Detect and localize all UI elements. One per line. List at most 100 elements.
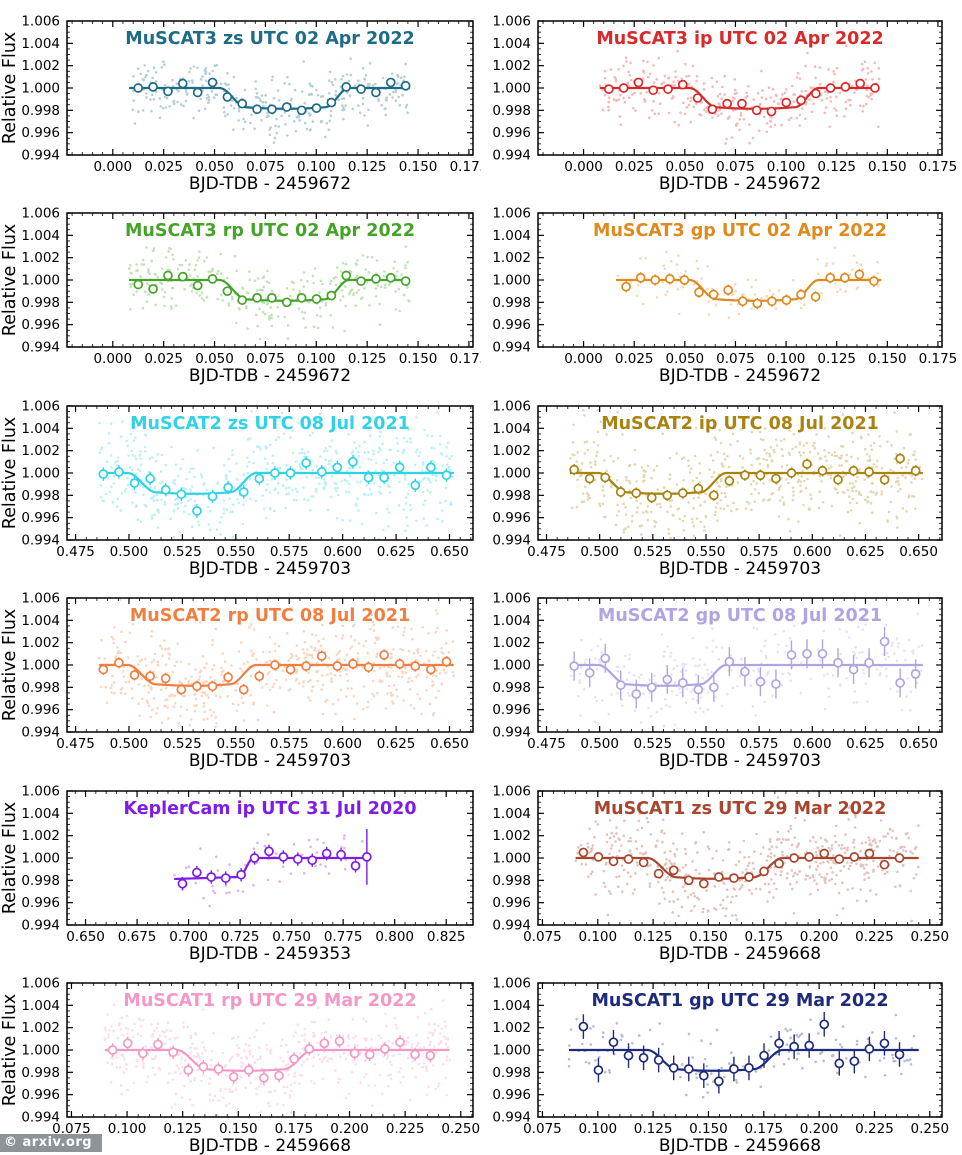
svg-text:0.996: 0.996 <box>21 895 60 911</box>
x-tick-labels: 0.000 0.025 0.050 0.075 0.100 0.125 0.150 0.175 <box>93 351 481 367</box>
svg-text:0.575: 0.575 <box>270 736 309 752</box>
svg-text:0.150: 0.150 <box>868 351 907 367</box>
binned-points <box>98 455 452 518</box>
svg-text:1.006: 1.006 <box>492 14 531 30</box>
svg-text:0.050: 0.050 <box>195 351 234 367</box>
binned-points <box>98 649 452 696</box>
panel-muscat3-zs: 0.994 0.996 0.998 1.000 1.002 1.004 1.006 0.000… <box>0 0 481 194</box>
panel-muscat3-gp: 0.994 0.996 0.998 1.000 1.002 1.004 1.006 0.000… <box>481 192 962 386</box>
svg-text:0.994: 0.994 <box>492 340 531 356</box>
svg-text:0.550: 0.550 <box>687 736 726 752</box>
svg-text:0.600: 0.600 <box>323 736 362 752</box>
svg-text:0.475: 0.475 <box>56 544 95 560</box>
light-curve-plot: 0.994 0.996 0.998 1.000 1.002 1.004 1.006 0.000… <box>492 14 957 194</box>
svg-text:0.600: 0.600 <box>793 736 832 752</box>
scatter-points <box>131 57 409 144</box>
transit-model-line <box>568 1048 919 1072</box>
panel-keplercam-ip: 0.994 0.996 0.998 1.000 1.002 1.004 1.006 0.650… <box>0 770 481 963</box>
svg-text:0.150: 0.150 <box>399 351 438 367</box>
svg-text:0.175: 0.175 <box>450 159 481 175</box>
panel-muscat1-rp: 0.994 0.996 0.998 1.000 1.002 1.004 1.006 0.075… <box>0 962 481 1155</box>
x-tick-labels: 0.000 0.025 0.050 0.075 0.100 0.125 0.150 0.175 <box>93 159 481 175</box>
svg-text:0.700: 0.700 <box>169 929 208 945</box>
svg-text:1.000: 1.000 <box>21 466 60 482</box>
svg-text:0.998: 0.998 <box>21 103 60 119</box>
panel-muscat3-rp: 0.994 0.996 0.998 1.000 1.002 1.004 1.006 0.000… <box>0 192 481 386</box>
svg-text:0.150: 0.150 <box>399 159 438 175</box>
x-axis-label: BJD-TDB - 2459672 <box>659 366 821 385</box>
binned-points <box>578 1012 905 1094</box>
svg-text:0.994: 0.994 <box>492 725 531 741</box>
x-axis-label: BJD-TDB - 2459672 <box>189 366 351 385</box>
svg-text:0.075: 0.075 <box>246 159 285 175</box>
svg-text:0.525: 0.525 <box>633 544 672 560</box>
svg-text:1.004: 1.004 <box>492 36 531 52</box>
axis-ticks <box>67 597 473 733</box>
svg-text:0.650: 0.650 <box>899 736 938 752</box>
svg-text:0.994: 0.994 <box>21 148 60 164</box>
svg-text:0.100: 0.100 <box>297 159 336 175</box>
axis-ticks <box>67 405 473 541</box>
svg-text:0.998: 0.998 <box>21 680 60 696</box>
svg-text:0.996: 0.996 <box>492 702 531 718</box>
light-curve-plot: 0.994 0.996 0.998 1.000 1.002 1.004 1.006 0.475… <box>0 591 474 770</box>
scatter-points <box>173 833 364 908</box>
light-curve-plot: 0.994 0.996 0.998 1.000 1.002 1.004 1.006 0.000… <box>0 14 481 194</box>
svg-text:1.004: 1.004 <box>21 806 60 822</box>
svg-text:0.025: 0.025 <box>615 351 654 367</box>
binned-points <box>107 1034 436 1085</box>
panel-muscat1-gp: 0.994 0.996 0.998 1.000 1.002 1.004 1.006 0.075… <box>481 962 962 1155</box>
svg-text:0.800: 0.800 <box>375 929 414 945</box>
svg-text:0.500: 0.500 <box>580 544 619 560</box>
light-curve-plot: 0.994 0.996 0.998 1.000 1.002 1.004 1.006 0.650… <box>0 784 474 963</box>
svg-text:0.994: 0.994 <box>492 533 531 549</box>
x-axis-label: BJD-TDB - 2459703 <box>189 751 351 770</box>
light-curve-plot: 0.994 0.996 0.998 1.000 1.002 1.004 1.006 0.475… <box>492 591 943 770</box>
y-axis-label: Relative Flux <box>0 802 20 915</box>
panel-title: MuSCAT3 ip UTC 02 Apr 2022 <box>596 29 883 49</box>
transit-model-line <box>104 1048 450 1072</box>
svg-text:0.575: 0.575 <box>740 544 779 560</box>
svg-text:0.175: 0.175 <box>919 351 958 367</box>
axis-ticks <box>538 212 942 348</box>
panel-muscat2-zs: 0.994 0.996 0.998 1.000 1.002 1.004 1.006 0.475… <box>0 385 481 578</box>
svg-text:0.625: 0.625 <box>846 544 885 560</box>
arxiv-watermark-text: © arxiv.org <box>4 1135 93 1150</box>
svg-text:0.475: 0.475 <box>527 736 566 752</box>
x-tick-labels: 0.650 0.675 0.700 0.725 0.750 0.775 0.800 0.825 <box>66 929 465 945</box>
svg-text:1.000: 1.000 <box>21 851 60 867</box>
svg-text:0.550: 0.550 <box>216 736 255 752</box>
svg-text:1.002: 1.002 <box>21 58 60 74</box>
svg-text:1.002: 1.002 <box>492 443 531 459</box>
svg-text:0.050: 0.050 <box>665 351 704 367</box>
binned-points <box>133 77 411 116</box>
axis-ticks <box>538 405 942 541</box>
svg-text:0.994: 0.994 <box>21 533 60 549</box>
svg-text:0.998: 0.998 <box>21 295 60 311</box>
panel-muscat3-ip: 0.994 0.996 0.998 1.000 1.002 1.004 1.006 0.000… <box>481 0 962 194</box>
y-axis-label: Relative Flux <box>0 32 20 145</box>
svg-text:0.050: 0.050 <box>195 159 234 175</box>
panel-title: KeplerCam ip UTC 31 Jul 2020 <box>123 799 416 819</box>
svg-text:0.998: 0.998 <box>492 295 531 311</box>
panel-title: MuSCAT2 ip UTC 08 Jul 2021 <box>601 414 879 434</box>
axis-ticks <box>538 597 942 733</box>
svg-text:1.002: 1.002 <box>21 828 60 844</box>
svg-text:1.004: 1.004 <box>492 228 531 244</box>
svg-text:0.998: 0.998 <box>492 103 531 119</box>
svg-text:0.150: 0.150 <box>868 159 907 175</box>
x-axis-label: BJD-TDB - 2459703 <box>189 559 351 578</box>
x-tick-labels: 0.075 0.100 0.125 0.150 0.175 0.200 0.225 0.250 <box>523 929 949 945</box>
svg-text:0.500: 0.500 <box>110 736 149 752</box>
binned-points <box>569 627 921 709</box>
x-tick-labels: 0.000 0.025 0.050 0.075 0.100 0.125 0.150 0.175 <box>564 159 957 175</box>
transit-model-line <box>615 278 882 302</box>
panel-title: MuSCAT1 zs UTC 29 Mar 2022 <box>594 799 887 819</box>
svg-text:0.175: 0.175 <box>919 159 958 175</box>
svg-text:0.575: 0.575 <box>270 544 309 560</box>
